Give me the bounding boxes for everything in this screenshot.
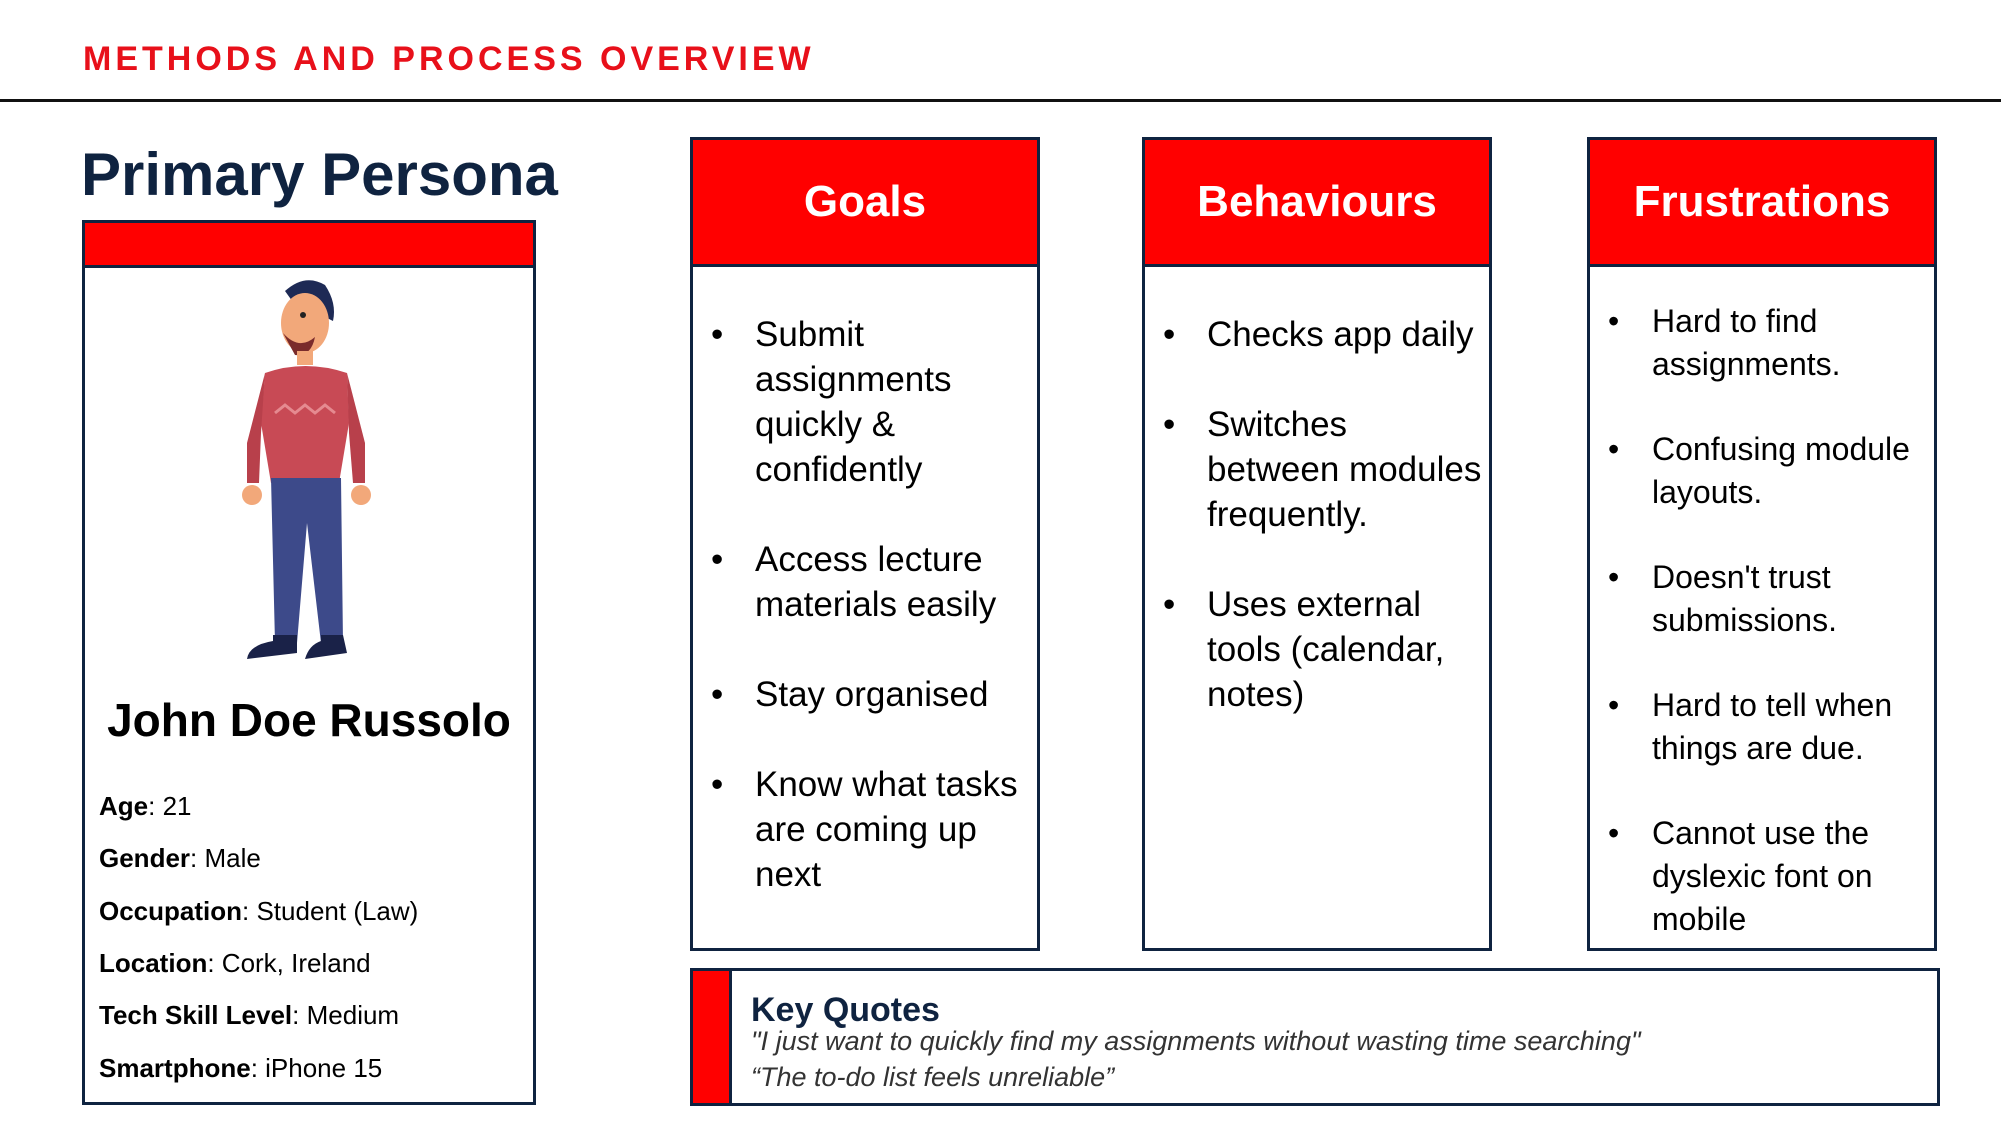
bullet-item: Switches between modules frequently. (1163, 402, 1487, 537)
bullet-item: Submit assignments quickly & confidently (711, 312, 1025, 492)
persona-heading: Primary Persona (81, 141, 558, 208)
column-card: Frustrations Hard to find assignments. Con… (1587, 137, 1937, 951)
field-label: Occupation (99, 895, 243, 926)
persona-field: Gender: Male (99, 843, 261, 874)
field-label: Location (99, 947, 208, 978)
persona-field: Smartphone: iPhone 15 (99, 1053, 382, 1084)
persona-band (85, 223, 533, 268)
field-value: : Student (Law) (242, 895, 419, 926)
field-value: : iPhone 15 (250, 1052, 383, 1083)
bullet-item: Know what tasks are coming up next (711, 762, 1025, 897)
field-value: : Cork, Ireland (207, 947, 371, 978)
header-rule (0, 99, 2001, 102)
bullet-item: Checks app daily (1163, 312, 1487, 357)
field-value: : 21 (148, 791, 192, 821)
bullet-item: Hard to find assignments. (1608, 300, 1922, 386)
persona-field: Age: 21 (99, 791, 192, 822)
field-value: : Male (190, 843, 261, 874)
column-card: Goals Submit assignments quickly & confid… (690, 137, 1040, 951)
field-label: Gender (99, 843, 191, 874)
field-label: Smartphone (99, 1052, 251, 1083)
column-title: Behaviours (1145, 140, 1489, 267)
persona-field: Occupation: Student (Law) (99, 896, 418, 927)
key-quotes-strip (693, 971, 732, 1103)
quote-text: “The to-do list feels unreliable” (751, 1062, 1115, 1092)
bullet-item: Confusing module layouts. (1608, 428, 1922, 514)
key-quotes-box: Key Quotes "I just want to quickly find … (690, 968, 1940, 1106)
persona-name: John Doe Russolo (107, 694, 511, 746)
column-title: Goals (693, 140, 1037, 267)
persona-illustration (242, 280, 371, 659)
bullet-item: Hard to tell when things are due. (1608, 684, 1922, 770)
persona-card: John Doe Russolo Age: 21 Gender: Male Occu… (82, 220, 536, 1105)
bullet-item: Cannot use the dyslexic font on mobile (1608, 812, 1922, 941)
bullet-list: Submit assignments quickly & confidently… (693, 312, 1025, 942)
bullet-list: Hard to find assignments. Confusing modul… (1590, 300, 1922, 983)
field-label: Age (99, 791, 149, 821)
bullet-item: Uses external tools (calendar, notes) (1163, 582, 1487, 717)
bullet-item: Stay organised (711, 672, 1025, 717)
bullet-list: Checks app daily Switches between modules… (1145, 312, 1487, 762)
field-label: Tech Skill Level (99, 1000, 293, 1031)
bullet-item: Access lecture materials easily (711, 537, 1025, 627)
bullet-item: Doesn't trust submissions. (1608, 556, 1922, 642)
field-value: : Medium (292, 1000, 400, 1031)
header-title: METHODS AND PROCESS OVERVIEW (83, 40, 815, 78)
quote-text: "I just want to quickly find my assignme… (751, 1026, 1641, 1056)
column-title: Frustrations (1590, 140, 1934, 267)
key-quotes-title: Key Quotes (751, 991, 940, 1029)
persona-field: Location: Cork, Ireland (99, 948, 371, 979)
persona-field: Tech Skill Level: Medium (99, 1000, 399, 1031)
column-card: Behaviours Checks app daily Switches betwe… (1142, 137, 1492, 951)
